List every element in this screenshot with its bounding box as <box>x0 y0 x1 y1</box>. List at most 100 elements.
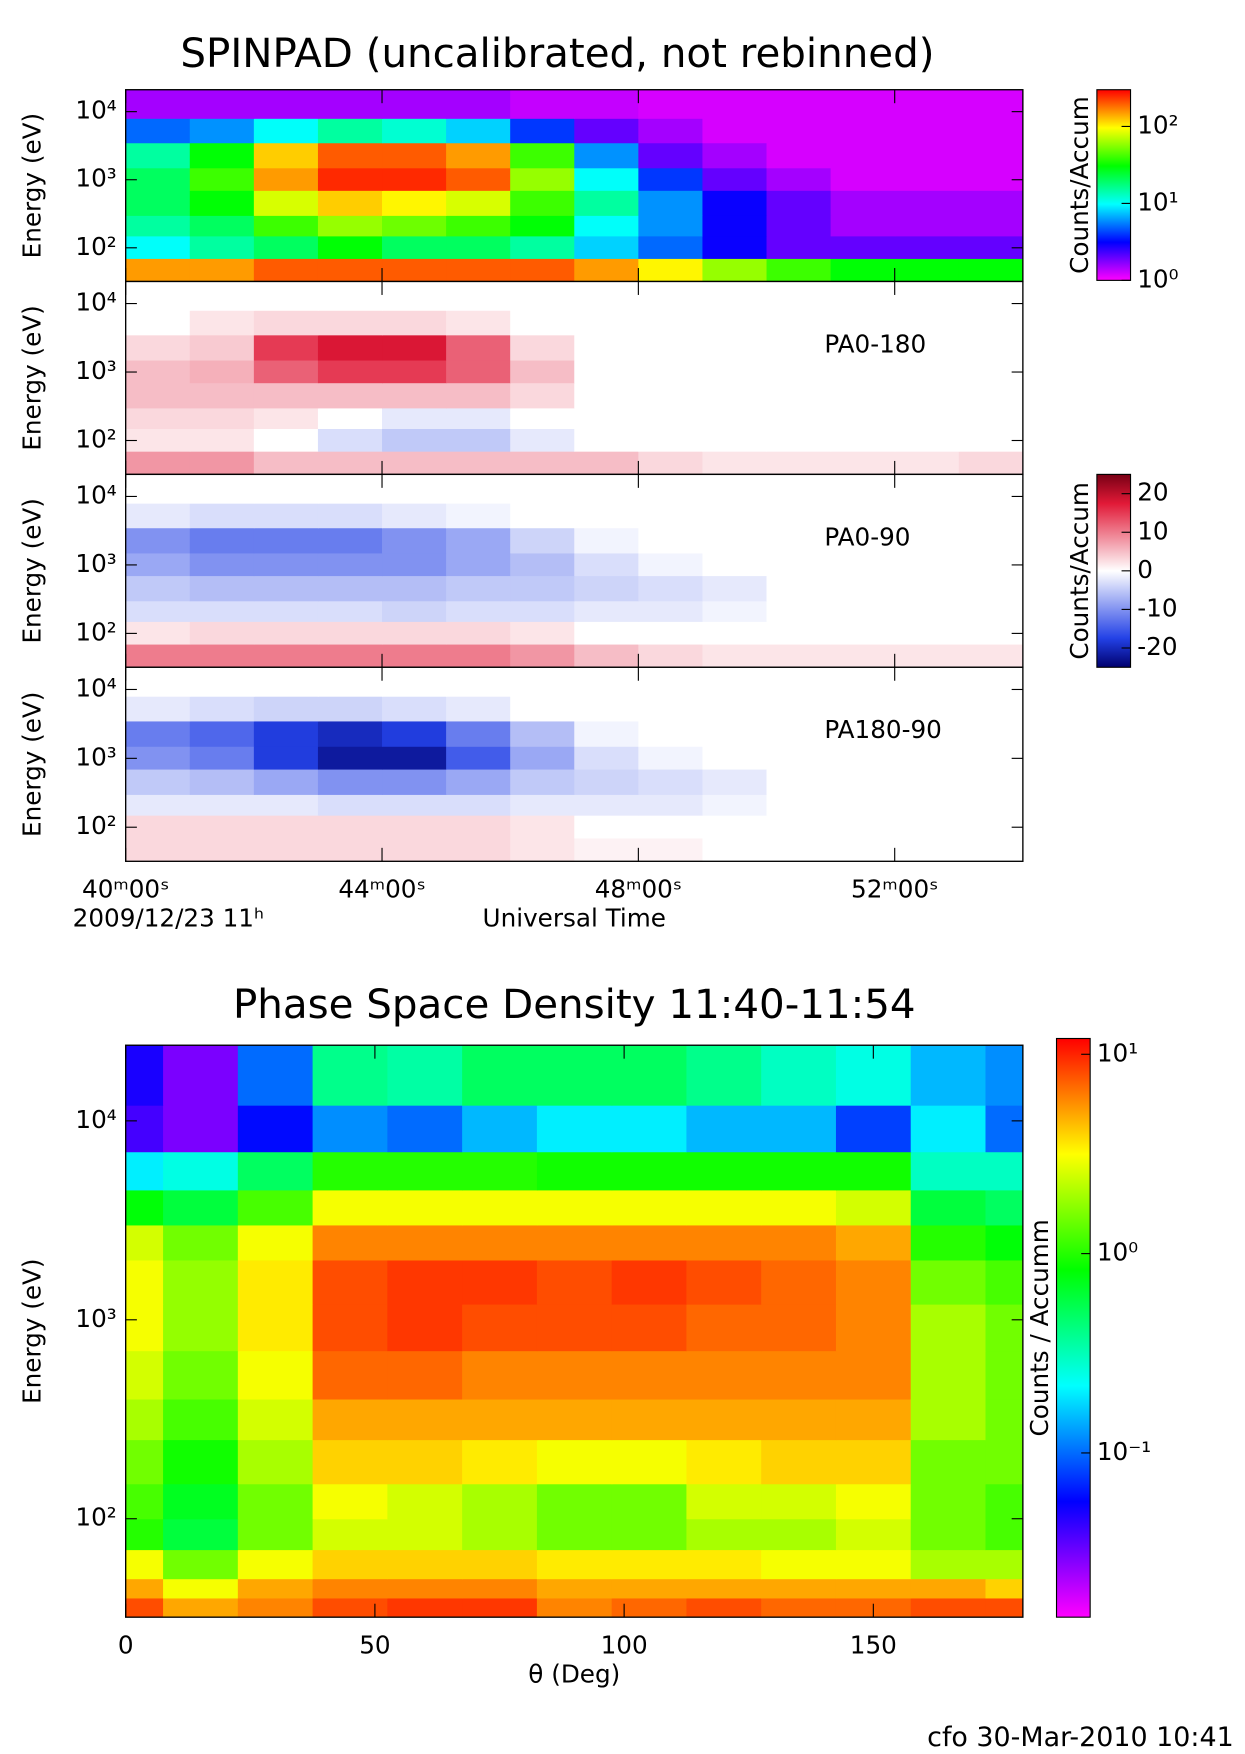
cell <box>510 552 575 577</box>
cell <box>189 794 255 816</box>
cell <box>317 794 383 816</box>
cell <box>611 1151 687 1191</box>
cell <box>317 334 383 361</box>
cell <box>125 281 191 311</box>
cell <box>766 451 832 475</box>
cell <box>910 1151 987 1191</box>
cell <box>387 1578 463 1599</box>
cell <box>510 794 575 816</box>
cell <box>830 474 896 504</box>
cell <box>894 451 960 475</box>
colorbar-tick-label: 10 <box>1137 516 1168 545</box>
cell <box>958 190 1023 216</box>
chart-title: SPINPAD (uncalibrated, not rebinned) <box>180 30 934 77</box>
cell <box>985 1105 1023 1153</box>
cell <box>189 428 255 452</box>
colorbar-tick-label: -20 <box>1137 632 1177 661</box>
cell <box>894 474 960 504</box>
cell <box>317 215 383 237</box>
cell <box>189 281 255 311</box>
cell <box>686 1350 762 1400</box>
cell <box>766 118 832 144</box>
cell <box>910 1224 987 1261</box>
cell <box>766 794 832 816</box>
cell <box>958 451 1023 475</box>
cell <box>446 89 511 119</box>
cell <box>125 215 191 237</box>
cell <box>125 474 191 504</box>
cell <box>125 600 191 622</box>
cell <box>125 334 191 361</box>
cell <box>830 310 896 336</box>
cell <box>317 769 383 795</box>
cell <box>985 1483 1023 1520</box>
cell <box>253 769 319 795</box>
cell <box>446 720 511 747</box>
cell <box>125 1189 164 1226</box>
cell <box>894 407 960 430</box>
cell <box>985 1518 1023 1551</box>
cell <box>958 575 1023 602</box>
cell <box>830 334 896 361</box>
cell <box>382 746 447 770</box>
cell <box>830 575 896 602</box>
cell <box>766 837 832 862</box>
cell <box>574 382 639 409</box>
cell <box>446 837 511 862</box>
cell <box>702 118 768 144</box>
cell <box>462 1189 538 1226</box>
cell <box>125 1259 164 1305</box>
cell <box>574 167 639 191</box>
cell <box>189 527 255 554</box>
cell <box>510 190 575 216</box>
cell <box>766 281 832 311</box>
cell <box>462 1439 538 1485</box>
cell <box>702 667 768 697</box>
cell <box>382 621 447 645</box>
cell <box>125 1578 164 1599</box>
cell <box>510 167 575 191</box>
cell <box>536 1259 613 1305</box>
cell <box>237 1597 314 1618</box>
cell <box>536 1578 613 1599</box>
cell <box>611 1105 687 1153</box>
cell <box>237 1189 314 1226</box>
cell <box>574 215 639 237</box>
cell <box>910 1518 987 1551</box>
cell <box>312 1304 388 1352</box>
cell <box>462 1578 538 1599</box>
cell <box>382 769 447 795</box>
cell <box>462 1259 538 1305</box>
cell <box>611 1549 687 1580</box>
cell <box>894 215 960 237</box>
cell <box>382 837 447 862</box>
cell <box>125 1151 164 1191</box>
cell <box>510 503 575 529</box>
cell <box>253 334 319 361</box>
cell <box>446 746 511 770</box>
cell <box>761 1398 837 1441</box>
y-tick-label: 10³ <box>75 1304 116 1333</box>
cell <box>638 382 704 409</box>
cell <box>382 382 447 409</box>
cell <box>958 600 1023 622</box>
cell <box>611 1350 687 1400</box>
cell <box>835 1224 912 1261</box>
cell <box>574 720 639 747</box>
cell <box>125 1304 164 1352</box>
cell <box>761 1439 837 1485</box>
cell <box>237 1259 314 1305</box>
cell <box>125 527 191 554</box>
cell <box>163 1398 239 1441</box>
y-tick-label: 10⁴ <box>75 96 116 125</box>
cell <box>462 1151 538 1191</box>
cell <box>510 334 575 361</box>
cell <box>317 407 383 430</box>
cell <box>702 142 768 169</box>
colorbar-tick-label: 10² <box>1137 110 1178 139</box>
cell <box>910 1189 987 1226</box>
cell <box>958 621 1023 645</box>
cell <box>462 1597 538 1618</box>
cell <box>894 142 960 169</box>
cell <box>253 359 319 384</box>
